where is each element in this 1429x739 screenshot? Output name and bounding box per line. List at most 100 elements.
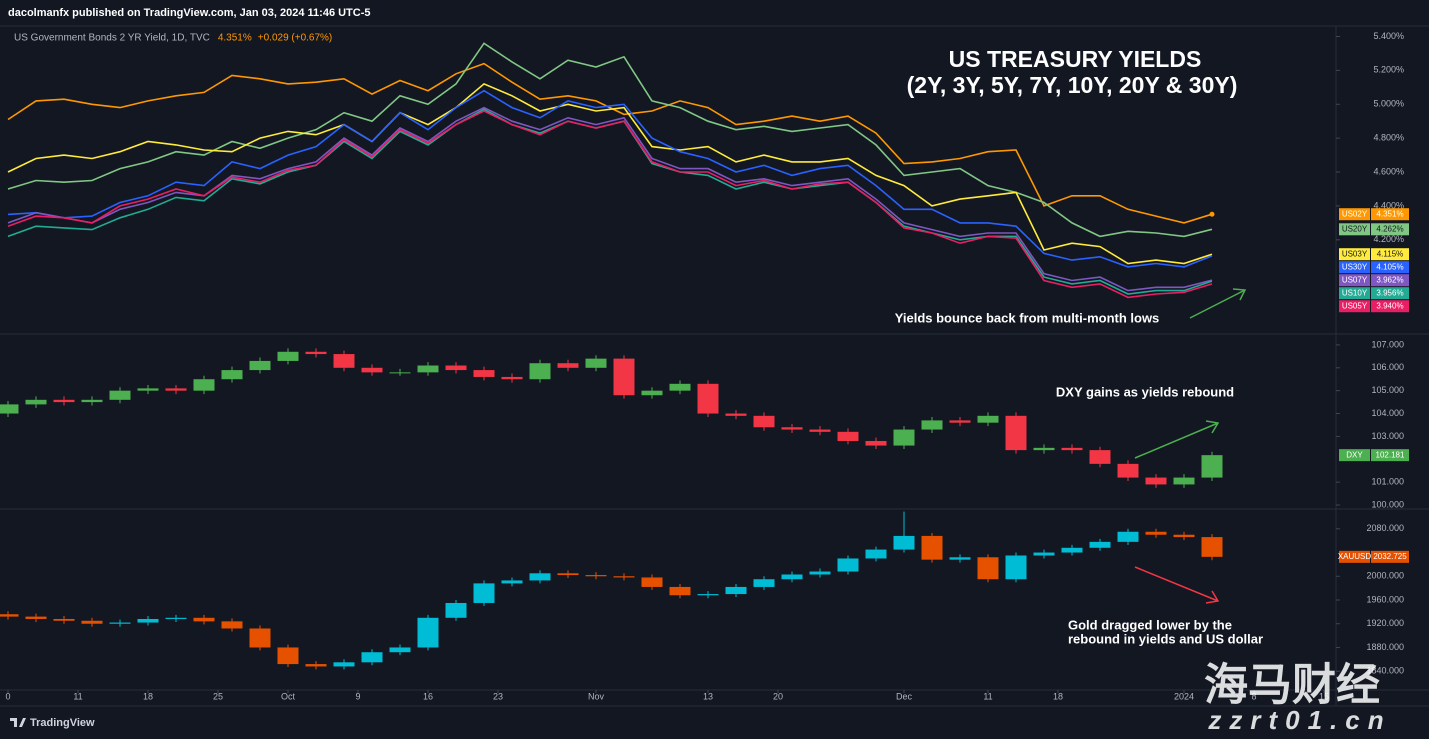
- candle-body: [725, 586, 747, 595]
- yield-line: [7, 110, 1213, 299]
- price-tag-name: [1339, 550, 1370, 563]
- candle-body: [1033, 552, 1055, 556]
- candle-body: [1117, 463, 1139, 478]
- price-tag-name: [1339, 248, 1370, 261]
- candle-body: [613, 576, 635, 578]
- candle-body: [781, 574, 803, 580]
- price-tag-value: [1371, 449, 1409, 462]
- price-tag-name-text: US10Y: [1342, 288, 1368, 297]
- footer-brand: TradingView: [30, 717, 95, 729]
- y-tick-label: 5.400%: [1373, 31, 1404, 41]
- candle-body: [221, 370, 243, 380]
- y-tick-label: 100.000: [1371, 499, 1404, 509]
- price-tag-name-text: DXY: [1346, 450, 1363, 459]
- watermark: 海马财经: [1204, 661, 1380, 710]
- price-tag-value-text: 4.351%: [1376, 209, 1403, 218]
- candle-body: [1201, 537, 1223, 557]
- price-tag-name-text: US20Y: [1342, 224, 1368, 233]
- candle-body: [641, 390, 663, 396]
- y-tick-label: 2080.000: [1366, 523, 1404, 533]
- candle-body: [977, 415, 999, 423]
- price-tag-name: [1339, 287, 1370, 300]
- candle-body: [921, 535, 943, 560]
- plot-area: 5.400% 5.200% 5.000% 4.800% 4.600% 4.400% 4.20…: [0, 31, 1409, 701]
- price-tag-name-text: US07Y: [1342, 275, 1368, 284]
- candle-body: [865, 440, 887, 446]
- candle-body: [1089, 541, 1111, 548]
- candle-body: [221, 621, 243, 629]
- candle-body: [417, 365, 439, 373]
- y-tick-label: 106.000: [1371, 362, 1404, 372]
- y-tick-label: 4.600%: [1373, 166, 1404, 176]
- candle-body: [529, 363, 551, 380]
- price-tag-name-text: US30Y: [1342, 262, 1368, 271]
- footer-logo: [10, 718, 26, 727]
- price-tag-value-text: 2032.725: [1373, 552, 1407, 561]
- price-tag-value: [1371, 287, 1409, 300]
- price-tag-name: [1339, 300, 1370, 313]
- candle-body: [137, 388, 159, 391]
- price-tag-name-text: US03Y: [1342, 249, 1368, 258]
- candle-body: [753, 579, 775, 587]
- candle-body: [613, 358, 635, 396]
- candle-body: [809, 429, 831, 432]
- candle-body: [137, 618, 159, 623]
- price-tag-value-text: 3.940%: [1376, 301, 1403, 310]
- yield-line: [7, 89, 1213, 268]
- candle-body: [893, 535, 915, 550]
- yield-line: [7, 62, 1213, 224]
- candle-body: [529, 573, 551, 581]
- candle-body: [781, 427, 803, 430]
- watermark-site: zzrt01.cn: [1207, 705, 1391, 735]
- y-tick-label: 5.200%: [1373, 65, 1404, 75]
- x-tick-label: Dec: [896, 691, 913, 701]
- annotation: DXY gains as yields rebound: [1056, 384, 1234, 399]
- candle-body: [165, 388, 187, 391]
- y-tick-label: 1840.000: [1366, 666, 1404, 676]
- price: 4.351%: [218, 33, 252, 44]
- annotation: Gold dragged lower by the: [1068, 617, 1232, 632]
- y-tick-label: 101.000: [1371, 477, 1404, 487]
- candle-body: [389, 647, 411, 653]
- y-tick-label: 1960.000: [1366, 594, 1404, 604]
- x-tick-label: 9: [355, 691, 360, 701]
- price-tag-name-text: US05Y: [1342, 301, 1368, 310]
- candle-body: [893, 429, 915, 446]
- price-tag-name: [1339, 449, 1370, 462]
- candle-body: [557, 363, 579, 368]
- candle-body: [837, 558, 859, 572]
- candle-body: [949, 420, 971, 423]
- candle-body: [501, 580, 523, 584]
- candle-body: [25, 616, 47, 619]
- candle-body: [1173, 534, 1195, 538]
- price-tag-name: [1339, 261, 1370, 274]
- candle-body: [333, 662, 355, 667]
- x-tick-label: 11: [73, 691, 82, 701]
- y-tick-label: 5.000%: [1373, 99, 1404, 109]
- candle-body: [585, 575, 607, 577]
- candle-body: [697, 594, 719, 596]
- candle-body: [165, 617, 187, 619]
- candle-body: [0, 404, 19, 414]
- price-tag-name: [1339, 208, 1370, 221]
- candle-body: [641, 577, 663, 587]
- candle-body: [109, 622, 131, 624]
- x-tick-label: 0: [5, 691, 10, 701]
- candle-body: [277, 647, 299, 665]
- candle-body: [53, 399, 75, 403]
- y-tick-label: 107.000: [1371, 339, 1404, 349]
- candle-body: [585, 358, 607, 368]
- price-tag-name-text: US02Y: [1342, 209, 1368, 218]
- price-tag-value: [1371, 248, 1409, 261]
- price-tag-name: [1339, 223, 1370, 236]
- price-tag-value: [1371, 208, 1409, 221]
- annotation: rebound in yields and US dollar: [1068, 631, 1263, 646]
- price-tag-value: [1371, 300, 1409, 313]
- price-tag-value-text: 102.181: [1376, 450, 1405, 459]
- candle-body: [305, 351, 327, 355]
- price-tag-value: [1371, 274, 1409, 287]
- candle-body: [53, 618, 75, 621]
- x-tick-label: Nov: [588, 691, 605, 701]
- price-tag-value-text: 4.105%: [1376, 262, 1403, 271]
- candle-body: [81, 620, 103, 624]
